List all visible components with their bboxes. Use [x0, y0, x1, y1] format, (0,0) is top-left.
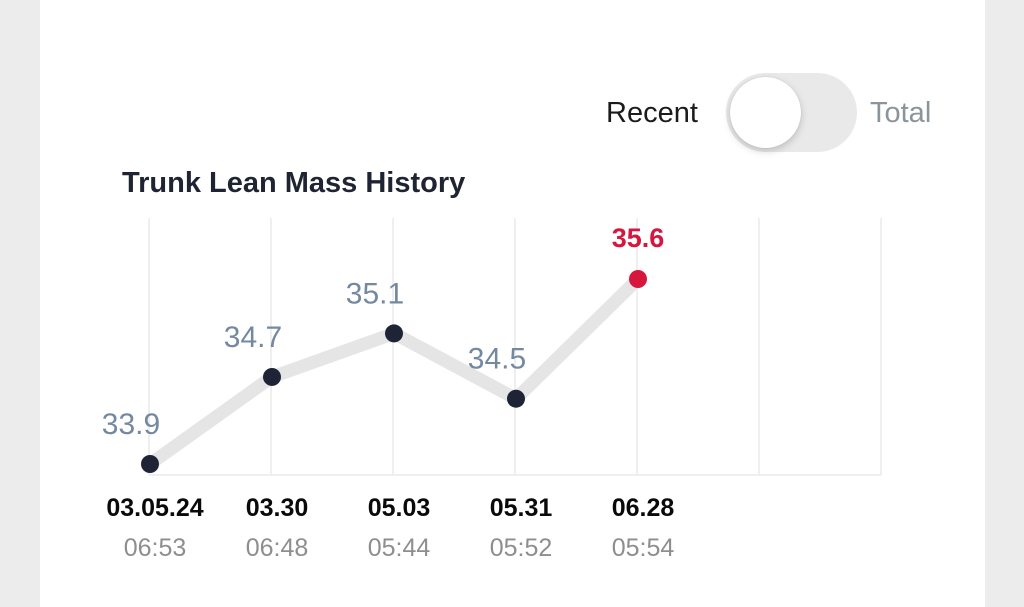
- toggle-knob: [730, 77, 801, 148]
- x-axis-labels: 03.05.24 06:53 03.30 06:48 05.03 05:44 05.31 05…: [106, 494, 674, 562]
- x-tick-time-label: 05:52: [490, 534, 553, 562]
- x-tick-date-label: 05.31: [490, 494, 553, 522]
- x-tick-time-label: 05:54: [612, 534, 675, 562]
- grid-lines: [148, 218, 882, 476]
- data-point-latest[interactable]: [629, 270, 647, 288]
- chart-card: Recent Total Trunk Lean Mass History 33.…: [40, 0, 985, 607]
- value-label-latest: 35.6: [612, 223, 665, 253]
- toggle-label-total[interactable]: Total: [870, 97, 932, 129]
- value-label: 34.7: [224, 321, 282, 354]
- data-point[interactable]: [507, 389, 525, 408]
- toggle-label-recent[interactable]: Recent: [606, 97, 698, 129]
- view-toggle-row: Recent Total: [40, 0, 985, 160]
- data-labels: 33.9 34.7 35.1 34.5 35.6: [102, 223, 664, 441]
- data-point[interactable]: [263, 367, 281, 386]
- value-label: 34.5: [468, 343, 526, 376]
- x-tick-time-label: 05:44: [368, 534, 431, 562]
- value-label: 35.1: [346, 277, 404, 310]
- data-point[interactable]: [141, 455, 159, 473]
- chart-title: Trunk Lean Mass History: [122, 167, 466, 199]
- x-tick-date-label: 05.03: [368, 494, 431, 522]
- value-label: 33.9: [102, 408, 160, 441]
- x-tick-time-label: 06:48: [246, 534, 309, 562]
- data-points: [141, 270, 647, 473]
- x-tick-date-label: 03.05.24: [106, 494, 203, 522]
- recent-total-toggle[interactable]: [726, 73, 857, 152]
- x-tick-date-label: 03.30: [246, 494, 309, 522]
- line-chart: 33.934.735.134.535.6 03.05.2406:5303.300…: [102, 218, 882, 562]
- data-point[interactable]: [385, 324, 403, 343]
- x-tick-time-label: 06:53: [124, 534, 187, 562]
- x-tick-date-label: 06.28: [612, 494, 675, 522]
